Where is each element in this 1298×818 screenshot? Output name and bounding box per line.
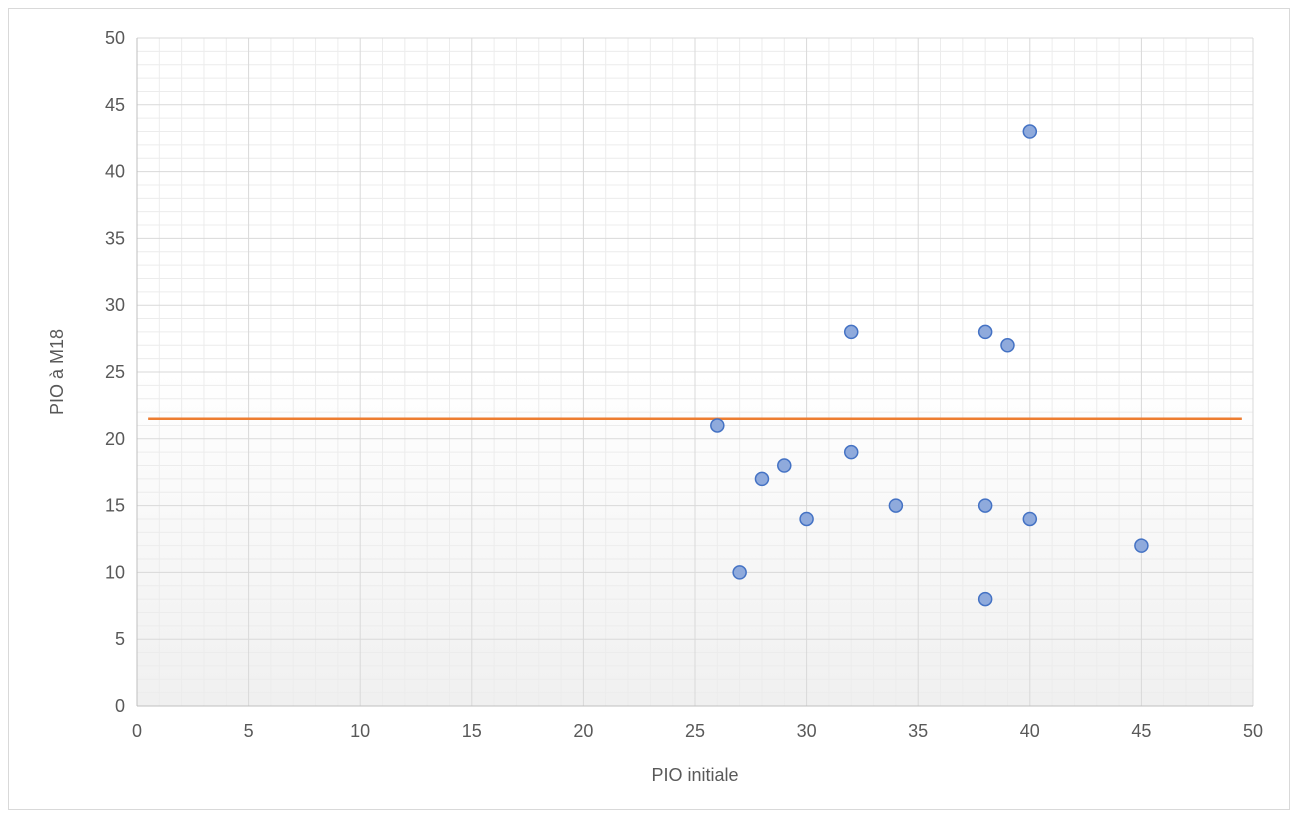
x-tick-label: 0 [132, 721, 142, 741]
y-tick-label: 30 [105, 295, 125, 315]
x-tick-label: 20 [573, 721, 593, 741]
x-axis-title: PIO initiale [651, 765, 738, 785]
x-tick-label: 35 [908, 721, 928, 741]
y-axis-title: PIO à M18 [47, 329, 67, 415]
y-tick-label: 10 [105, 562, 125, 582]
x-tick-label: 5 [244, 721, 254, 741]
y-tick-label: 25 [105, 362, 125, 382]
x-tick-label: 10 [350, 721, 370, 741]
data-point [977, 591, 993, 607]
y-tick-label: 5 [115, 629, 125, 649]
data-point [777, 458, 792, 473]
data-points [710, 124, 1149, 607]
data-point [977, 324, 993, 340]
data-point [1022, 511, 1038, 527]
x-tick-label: 30 [797, 721, 817, 741]
data-point [732, 565, 747, 580]
y-tick-label: 0 [115, 696, 125, 716]
major-grid [137, 37, 1254, 706]
x-tick-label: 15 [462, 721, 482, 741]
x-tick-label: 50 [1243, 721, 1263, 741]
y-tick-label: 50 [105, 28, 125, 48]
y-tick-label: 15 [105, 496, 125, 516]
y-tick-label: 45 [105, 95, 125, 115]
data-point [843, 444, 859, 460]
data-point [888, 498, 904, 513]
y-tick-label: 35 [105, 228, 125, 248]
data-point [799, 511, 814, 527]
data-point [843, 324, 859, 340]
data-point [1022, 124, 1038, 139]
y-tick-label: 20 [105, 429, 125, 449]
x-tick-label: 40 [1020, 721, 1040, 741]
data-point [754, 471, 770, 487]
x-tick-labels: 0 5 10 15 20 25 30 35 40 45 50 [132, 721, 1263, 741]
x-tick-label: 25 [685, 721, 705, 741]
axes [136, 38, 1253, 707]
y-tick-labels: 0 5 10 15 20 25 30 35 40 45 50 [105, 28, 125, 716]
data-point [1000, 338, 1015, 353]
data-point [1134, 538, 1149, 553]
y-tick-label: 40 [105, 162, 125, 182]
data-point [710, 418, 725, 433]
x-tick-label: 45 [1131, 721, 1151, 741]
data-point [977, 498, 993, 513]
